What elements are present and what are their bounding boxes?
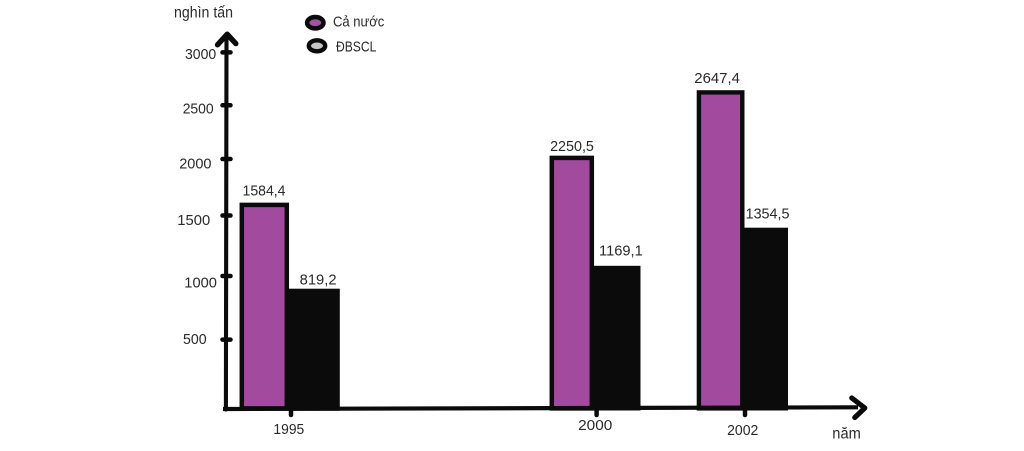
- svg-text:2000: 2000: [179, 156, 211, 173]
- svg-text:819,2: 819,2: [300, 272, 337, 289]
- svg-text:nghìn tấn: nghìn tấn: [174, 5, 233, 22]
- svg-text:3000: 3000: [185, 46, 216, 63]
- svg-text:2647,4: 2647,4: [694, 70, 740, 87]
- svg-text:1000: 1000: [184, 274, 217, 291]
- svg-text:1500: 1500: [177, 212, 210, 229]
- svg-text:2500: 2500: [183, 100, 214, 117]
- svg-text:1354,5: 1354,5: [746, 205, 790, 222]
- svg-text:1584,4: 1584,4: [243, 182, 286, 199]
- svg-text:500: 500: [183, 331, 207, 348]
- svg-text:2002: 2002: [727, 423, 758, 439]
- svg-text:2000: 2000: [578, 418, 612, 434]
- svg-text:ĐBSCL: ĐBSCL: [336, 39, 376, 55]
- svg-text:năm: năm: [832, 426, 861, 443]
- svg-text:2250,5: 2250,5: [550, 138, 594, 155]
- svg-text:Cả nước: Cả nước: [333, 15, 384, 31]
- svg-text:1995: 1995: [273, 422, 304, 438]
- svg-text:1169,1: 1169,1: [599, 243, 643, 260]
